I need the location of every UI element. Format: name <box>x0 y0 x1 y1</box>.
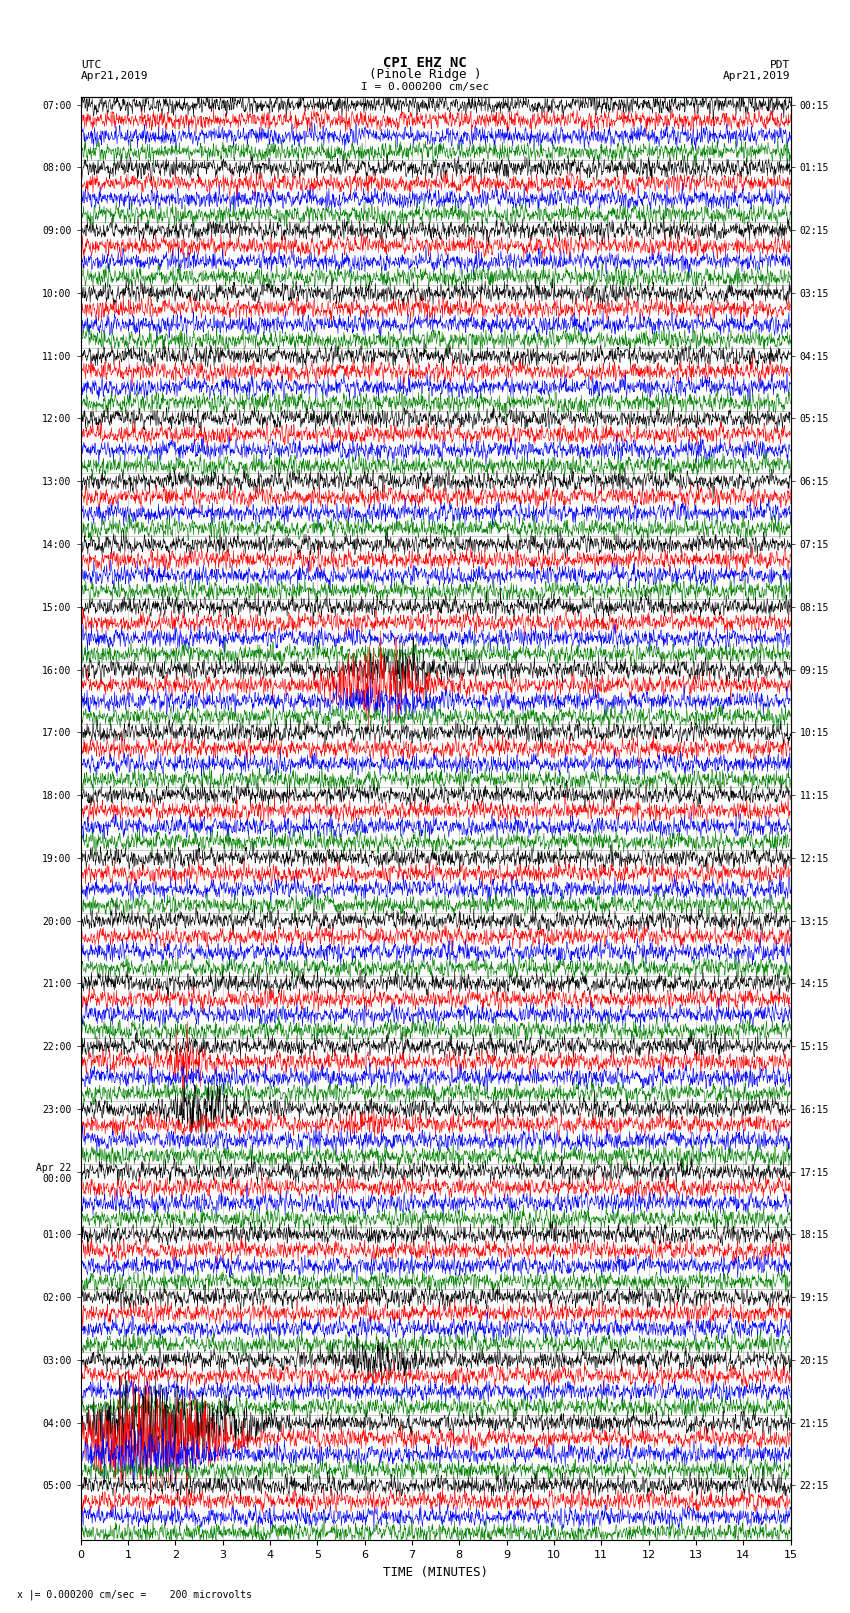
Text: (Pinole Ridge ): (Pinole Ridge ) <box>369 68 481 82</box>
Text: x |= 0.000200 cm/sec =    200 microvolts: x |= 0.000200 cm/sec = 200 microvolts <box>17 1589 252 1600</box>
Text: Apr21,2019: Apr21,2019 <box>723 71 791 82</box>
X-axis label: TIME (MINUTES): TIME (MINUTES) <box>383 1566 488 1579</box>
Text: UTC: UTC <box>81 60 101 71</box>
Text: Apr21,2019: Apr21,2019 <box>81 71 148 82</box>
Text: PDT: PDT <box>770 60 790 71</box>
Text: I = 0.000200 cm/sec: I = 0.000200 cm/sec <box>361 82 489 92</box>
Text: CPI EHZ NC: CPI EHZ NC <box>383 56 467 71</box>
